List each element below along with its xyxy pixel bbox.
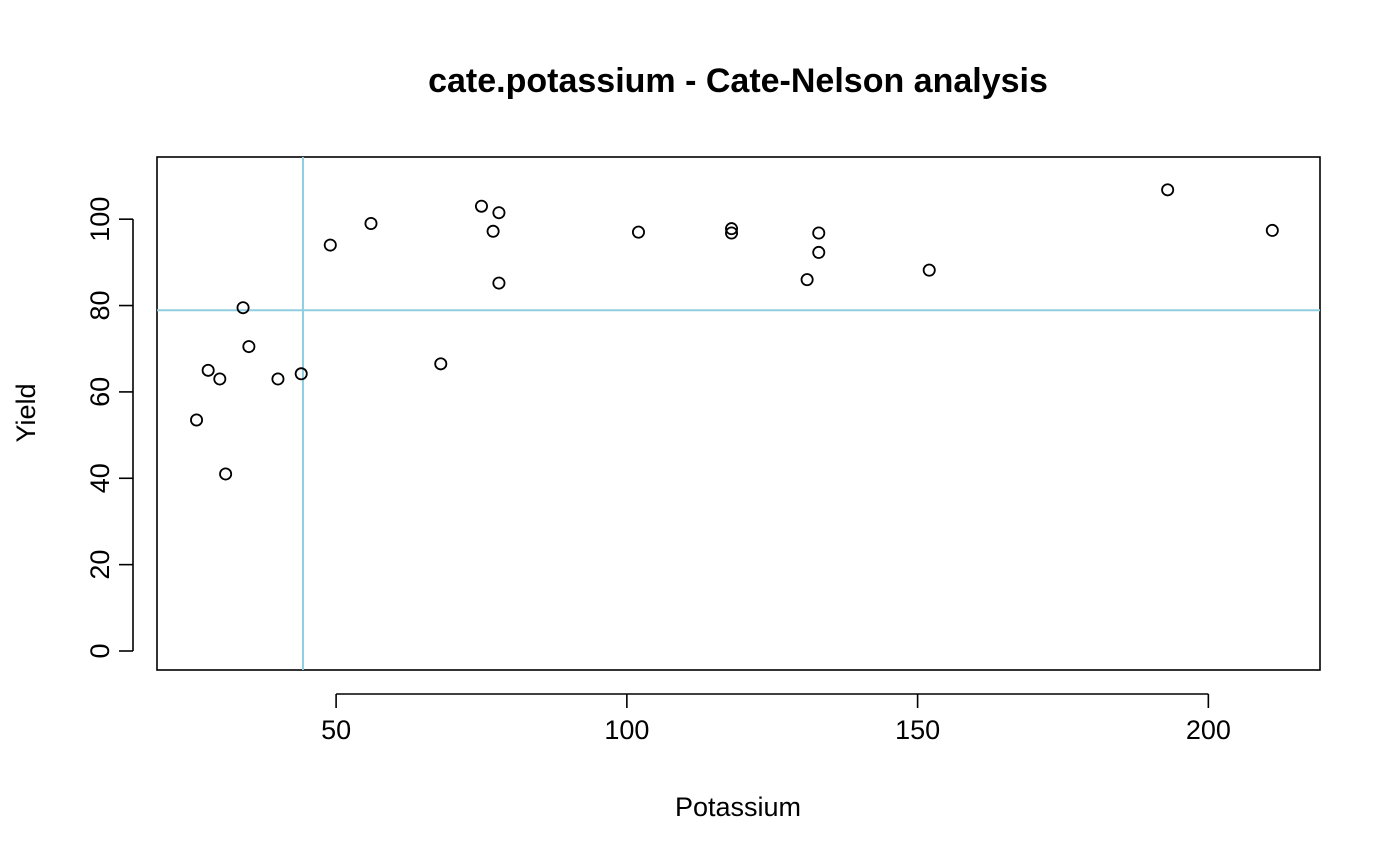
data-point: [236, 301, 250, 315]
x-tick-label: 150: [895, 715, 940, 745]
data-point: [271, 372, 285, 386]
x-tick-label: 200: [1186, 715, 1231, 745]
data-point: [1161, 183, 1175, 197]
data-points: [190, 183, 1279, 481]
data-point: [364, 216, 378, 230]
data-point: [631, 225, 645, 239]
data-point: [1265, 223, 1279, 237]
data-point: [294, 367, 308, 381]
y-tick-label: 20: [85, 550, 115, 580]
data-point: [219, 467, 233, 481]
x-axis-label: Potassium: [675, 792, 801, 822]
data-point: [213, 372, 227, 386]
data-point: [434, 357, 448, 371]
data-point: [922, 263, 936, 277]
data-point: [323, 238, 337, 252]
plot-frame: [156, 156, 1321, 671]
data-point: [201, 363, 215, 377]
x-tick-label: 100: [604, 715, 649, 745]
y-axis: 0 20 40 60 80 100: [85, 197, 134, 659]
y-tick-label: 100: [85, 197, 115, 242]
y-tick-label: 60: [85, 377, 115, 407]
data-point: [800, 273, 814, 287]
chart-title: cate.potassium - Cate-Nelson analysis: [428, 62, 1048, 100]
y-tick-label: 40: [85, 463, 115, 493]
critical-lines: [157, 157, 1320, 670]
y-tick-label: 0: [85, 643, 115, 658]
data-point: [725, 222, 739, 236]
data-point: [486, 224, 500, 238]
data-point: [812, 245, 826, 259]
y-tick-label: 80: [85, 291, 115, 321]
data-point: [242, 340, 256, 354]
data-point: [474, 199, 488, 213]
y-axis-label: Yield: [11, 383, 41, 442]
data-point: [725, 226, 739, 240]
data-point: [492, 206, 506, 220]
data-point: [492, 276, 506, 290]
data-point: [812, 226, 826, 240]
data-point: [190, 413, 204, 427]
x-axis: 50 100 150 200: [321, 693, 1231, 745]
x-tick-label: 50: [321, 715, 351, 745]
